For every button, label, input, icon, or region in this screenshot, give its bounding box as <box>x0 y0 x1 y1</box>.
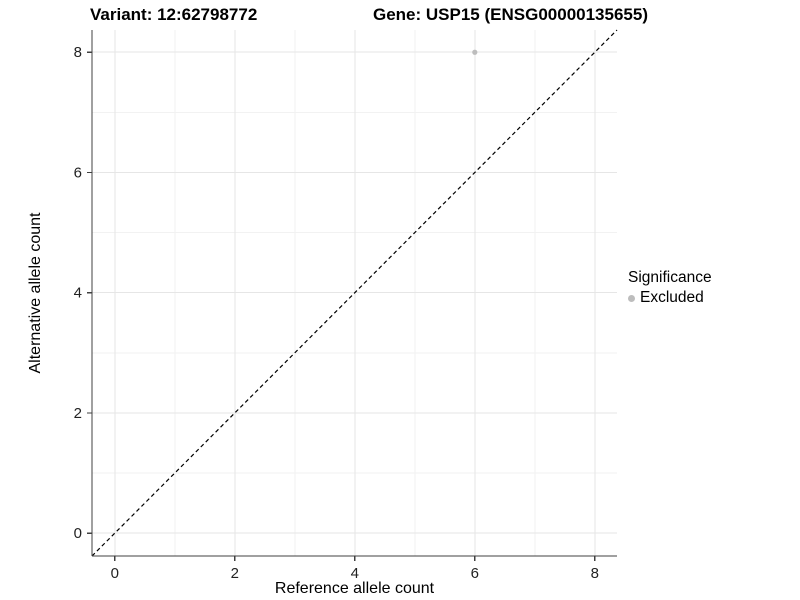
identity-line <box>91 29 618 557</box>
x-tick-label: 0 <box>111 565 119 582</box>
legend: Significance Excluded <box>628 269 712 307</box>
plot-title-variant: Variant: 12:62798772 <box>90 5 258 24</box>
legend-item-excluded: Excluded <box>628 289 712 307</box>
plot-title-gene: Gene: USP15 (ENSG00000135655) <box>373 5 648 24</box>
legend-item-label: Excluded <box>640 289 704 306</box>
y-tick-label: 4 <box>74 285 82 302</box>
x-tick-label: 4 <box>351 565 359 582</box>
x-axis-title: Reference allele count <box>274 580 435 597</box>
y-tick-label: 6 <box>74 164 82 181</box>
legend-title: Significance <box>628 269 712 286</box>
x-tick-label: 8 <box>591 565 599 582</box>
x-tick-label: 2 <box>231 565 239 582</box>
excluded-point-icon <box>628 294 635 302</box>
y-tick-label: 2 <box>74 405 82 422</box>
y-tick-label: 8 <box>74 44 82 61</box>
data-point <box>472 49 478 55</box>
x-tick-label: 6 <box>471 565 479 582</box>
y-tick-label: 0 <box>74 525 82 542</box>
y-axis-title: Alternative allele count <box>27 212 44 374</box>
